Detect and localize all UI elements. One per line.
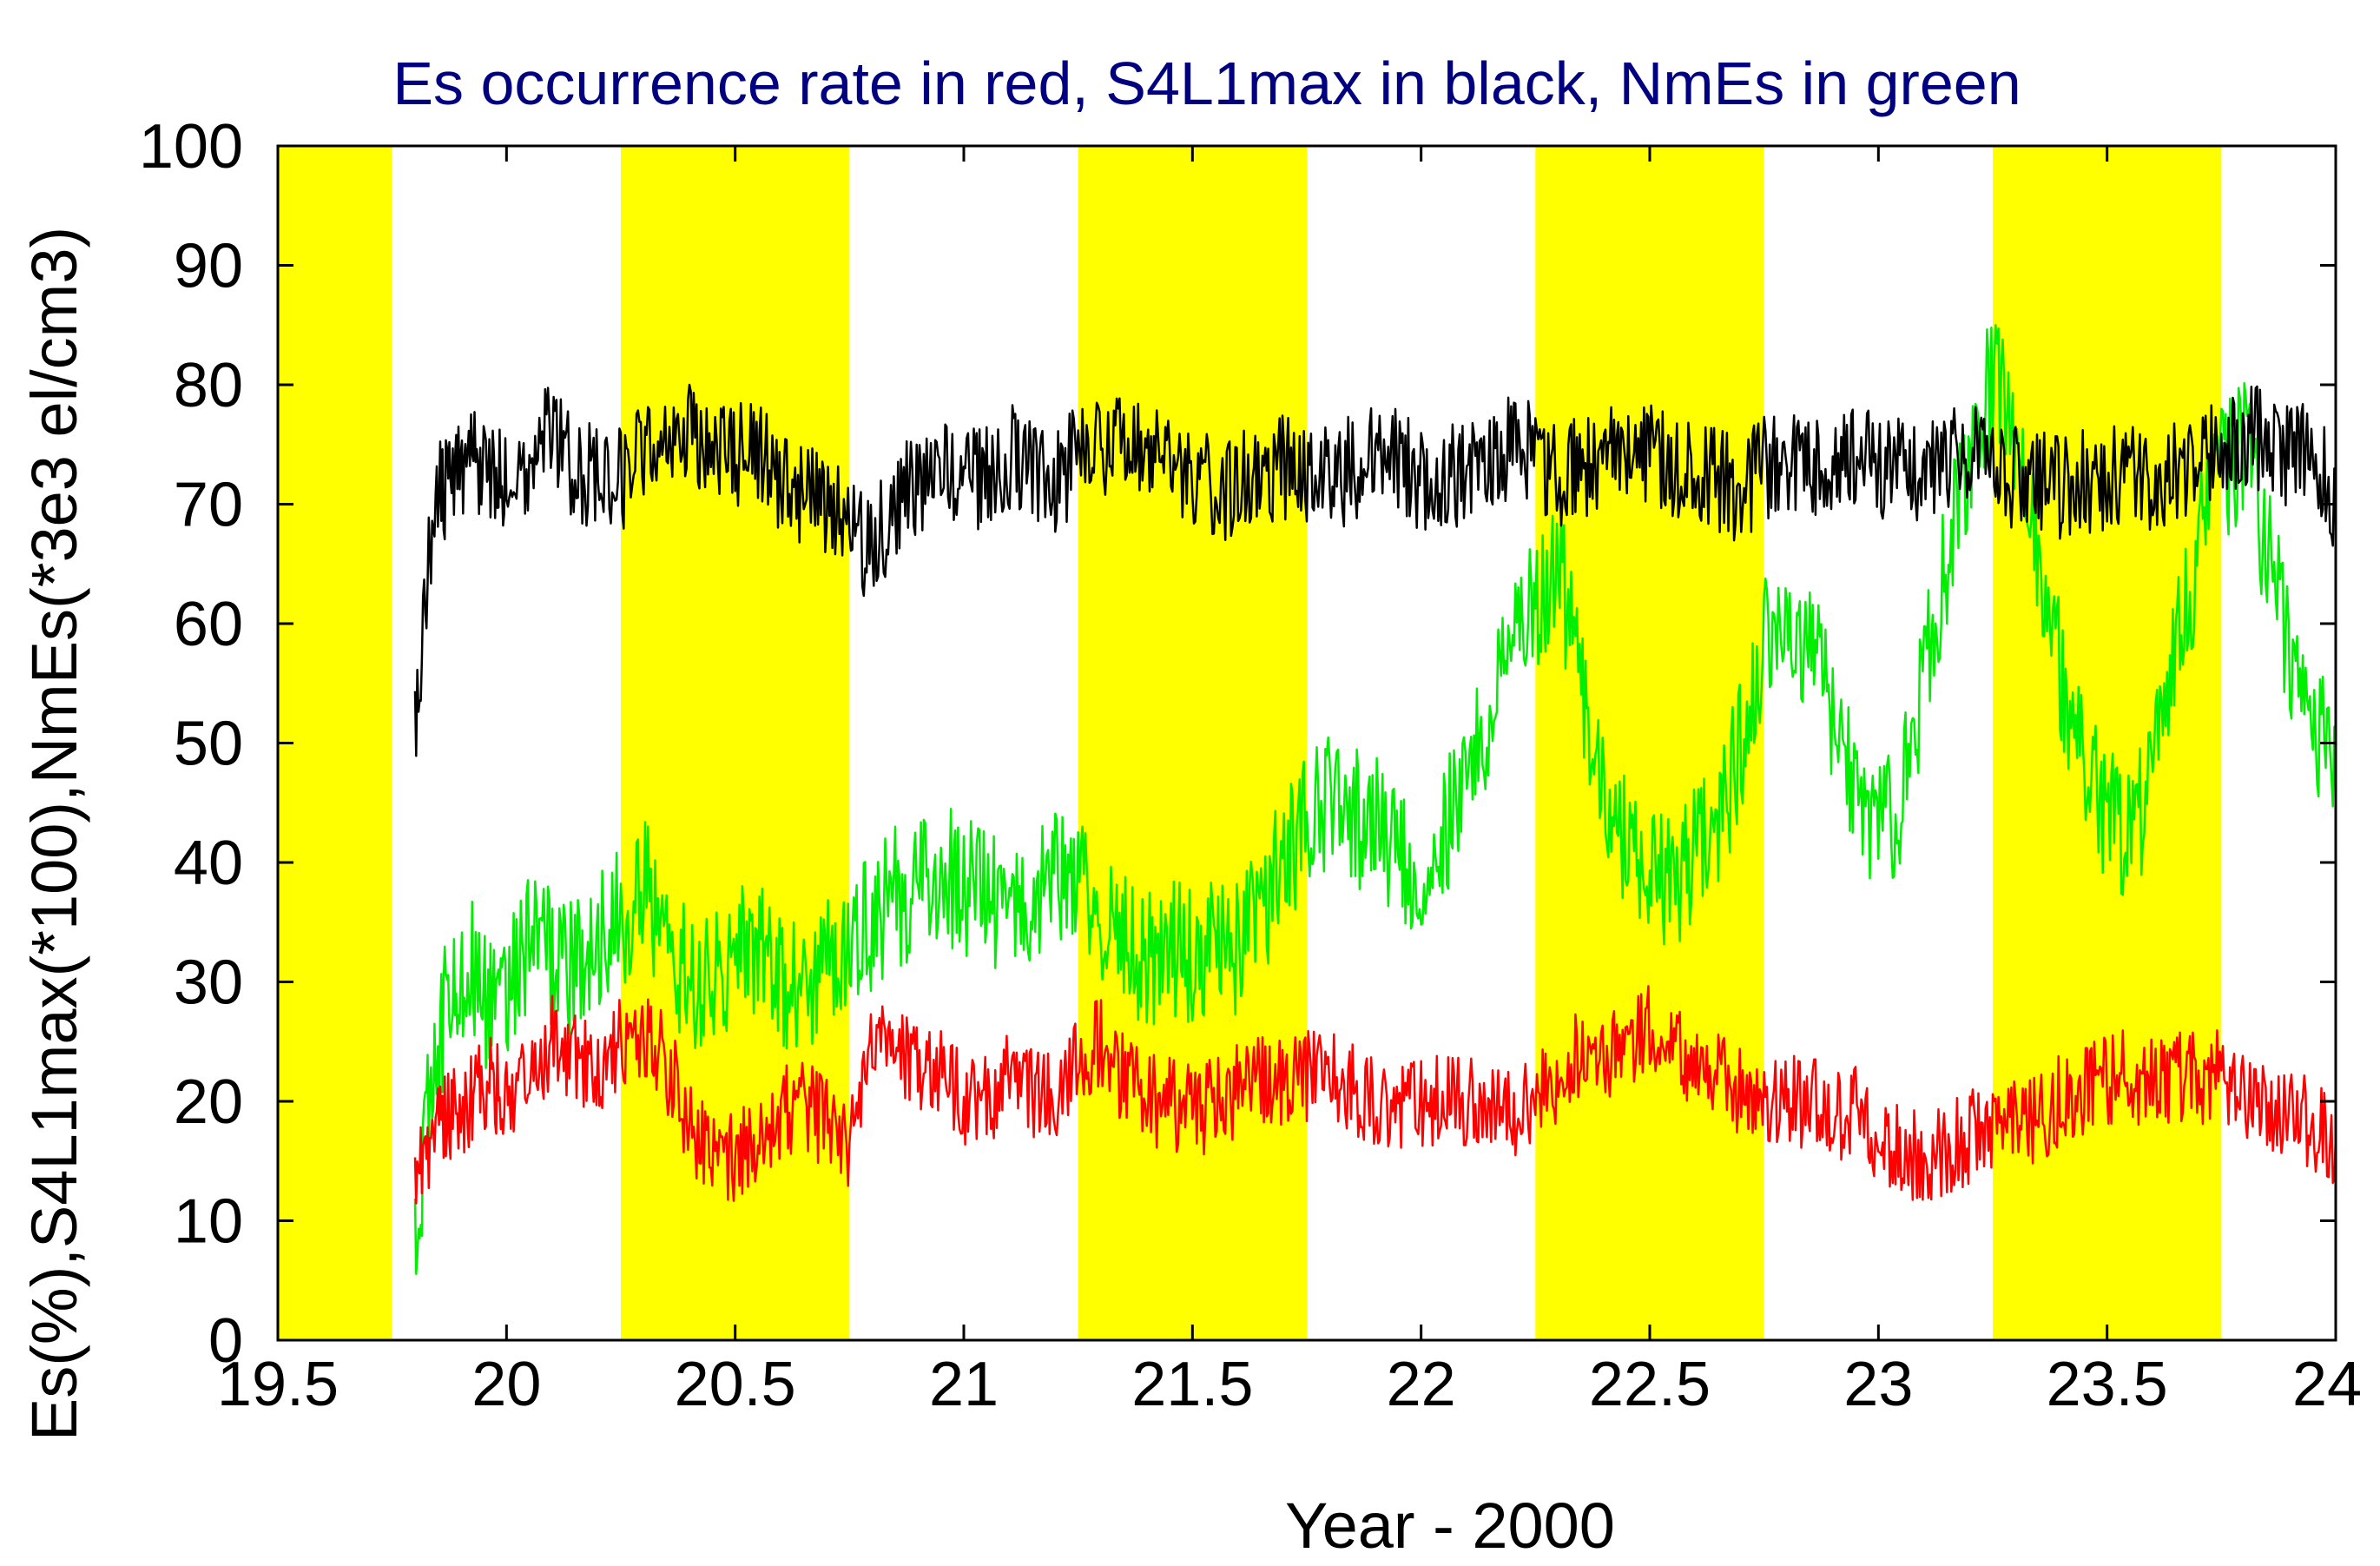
y-tick-label: 40	[174, 829, 243, 898]
y-tick-label: 60	[174, 590, 243, 659]
x-axis-title: Year - 2000	[1285, 1490, 1615, 1562]
x-tick-label: 23.5	[2047, 1350, 2168, 1419]
y-tick-label: 100	[139, 112, 243, 182]
season-band-3	[1078, 146, 1307, 1340]
series-line-s4l1max	[413, 383, 2337, 757]
x-tick-label: 19.5	[217, 1350, 339, 1419]
season-band-4	[1535, 146, 1764, 1340]
x-tick-label: 22	[1387, 1350, 1456, 1419]
x-tick-label: 20.5	[675, 1350, 796, 1419]
y-tick-label: 50	[174, 710, 243, 779]
season-bands	[278, 146, 2222, 1340]
x-tick-label: 24	[2292, 1350, 2362, 1419]
y-tick-label: 70	[174, 471, 243, 540]
series-lines	[413, 323, 2337, 1275]
x-tick-label: 22.5	[1589, 1350, 1711, 1419]
y-tick-label: 30	[174, 948, 243, 1018]
series-line-es_rate	[413, 985, 2337, 1205]
x-tick-label: 23	[1843, 1350, 1913, 1419]
chart-title: Es occurrence rate in red, S4L1max in bl…	[392, 50, 2021, 117]
y-axis-title: Es(%),S4L1max(*100),NmEs(*3e3 el/cm3)	[18, 227, 90, 1441]
y-tick-label: 10	[174, 1187, 243, 1257]
season-band-1	[278, 146, 392, 1340]
axis-ticks	[276, 144, 2337, 1342]
x-tick-label: 21.5	[1131, 1350, 1253, 1419]
x-tick-label: 21	[929, 1350, 999, 1419]
tick-labels: 19.5 20 20.5 21 21.5 22 22.5 23 23.5 24 0 10 20 30 40 5…	[139, 112, 2362, 1419]
y-tick-label: 20	[174, 1067, 243, 1137]
series-line-nmes	[413, 323, 2337, 1275]
y-tick-label: 0	[208, 1306, 243, 1376]
season-band-5	[1993, 146, 2222, 1340]
y-tick-label: 80	[174, 351, 243, 420]
y-tick-label: 90	[174, 232, 243, 301]
x-tick-label: 20	[471, 1350, 541, 1419]
